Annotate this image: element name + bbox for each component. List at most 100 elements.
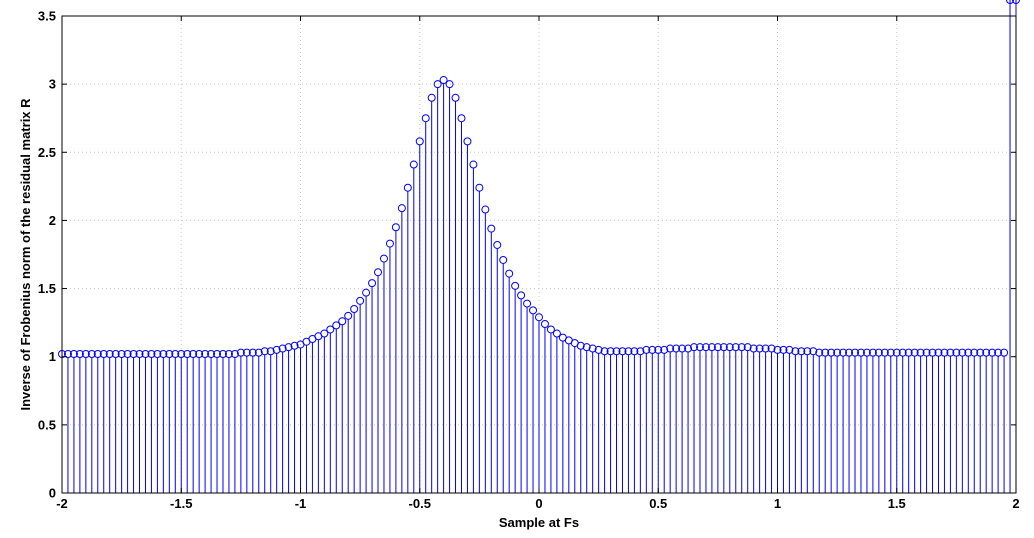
stem-marker <box>970 348 979 357</box>
y-tick-label: 3 <box>49 77 56 92</box>
stem-marker <box>439 76 448 85</box>
stem-marker <box>904 348 913 357</box>
stem-marker <box>839 348 848 357</box>
stem-marker <box>368 279 377 288</box>
stem-marker <box>666 344 675 353</box>
stem-marker <box>469 160 478 169</box>
stem-marker <box>940 348 949 357</box>
stem-marker <box>636 347 645 356</box>
stem-marker <box>183 349 192 358</box>
stem-marker <box>248 348 257 357</box>
stem-marker <box>594 345 603 354</box>
stem-marker <box>81 349 90 358</box>
stem-marker <box>451 93 460 102</box>
stem-marker <box>165 349 174 358</box>
stem-marker <box>660 345 669 354</box>
stem-marker <box>845 348 854 357</box>
stem-marker <box>99 349 108 358</box>
stem-marker <box>815 348 824 357</box>
stem-marker <box>195 349 204 358</box>
stem-marker <box>743 343 752 352</box>
stem-marker <box>177 349 186 358</box>
stem-marker <box>445 80 454 89</box>
stem-marker <box>266 347 275 356</box>
stem-marker <box>1012 0 1020 4</box>
stem-marker <box>290 341 299 350</box>
stem-marker <box>880 348 889 357</box>
y-tick-label: 1 <box>49 349 56 364</box>
x-tick-label: -2 <box>56 496 68 511</box>
stem-marker <box>403 183 412 192</box>
stem-marker <box>928 348 937 357</box>
stem-marker <box>344 311 353 320</box>
stem-marker <box>421 114 430 123</box>
stem-marker <box>988 348 997 357</box>
stem-marker <box>117 349 126 358</box>
stem-marker <box>851 348 860 357</box>
stem-marker <box>833 348 842 357</box>
stem-marker <box>463 137 472 146</box>
stem-marker <box>320 329 329 338</box>
stem-marker <box>385 239 394 248</box>
stem-marker <box>624 347 633 356</box>
stem-marker <box>672 344 681 353</box>
y-tick-label: 1.5 <box>38 281 56 296</box>
stem-marker <box>773 345 782 354</box>
stem-marker <box>910 348 919 357</box>
stem-marker <box>236 348 245 357</box>
stem-marker <box>797 347 806 356</box>
stem-marker <box>856 348 865 357</box>
stem-marker <box>952 348 961 357</box>
stem-marker <box>725 343 734 352</box>
stem-marker <box>678 344 687 353</box>
stem-marker <box>207 349 216 358</box>
stem-marker <box>749 344 758 353</box>
stem-marker <box>427 93 436 102</box>
stem-marker <box>892 348 901 357</box>
stem-marker <box>201 349 210 358</box>
stem-marker <box>946 348 955 357</box>
stem-marker <box>791 347 800 356</box>
stem-marker <box>505 269 514 278</box>
stem-marker <box>278 344 287 353</box>
axis-ticks: -2 -1.5 -1 -0.5 0 0.5 1 1.5 2 0 0.5 1 1.5 2 2.5 3 3.5 <box>38 9 1020 512</box>
stem-marker <box>994 348 1003 357</box>
stem-marker <box>642 345 651 354</box>
stem-marker <box>218 349 227 358</box>
stem-marker <box>707 343 716 352</box>
stem-marker <box>684 344 693 353</box>
stem-marker <box>433 80 442 89</box>
stem-marker <box>487 224 496 233</box>
stem-marker <box>600 347 609 356</box>
x-tick-label: 1.5 <box>888 496 906 511</box>
stem-marker <box>779 345 788 354</box>
stem-marker <box>189 349 198 358</box>
stem-marker <box>719 343 728 352</box>
x-tick-label: -1.5 <box>170 496 192 511</box>
stem-marker <box>147 349 156 358</box>
stem-marker <box>630 347 639 356</box>
stem-marker <box>898 348 907 357</box>
stem-marker <box>350 305 359 314</box>
stem-marker <box>767 344 776 353</box>
stem-marker <box>958 348 967 357</box>
stem-marker <box>391 223 400 232</box>
y-tick-label: 2 <box>49 213 56 228</box>
stem-marker <box>868 348 877 357</box>
stem-marker <box>916 348 925 357</box>
stem-marker <box>964 348 973 357</box>
stem-marker <box>976 348 985 357</box>
stem-marker <box>475 183 484 192</box>
stem-marker <box>576 341 585 350</box>
stem-marker <box>75 349 84 358</box>
stem-marker <box>690 343 699 352</box>
stem-marker <box>886 348 895 357</box>
stem-marker <box>93 349 102 358</box>
stem-marker <box>874 348 883 357</box>
stem-marker <box>457 114 466 123</box>
stem-marker <box>809 347 818 356</box>
stem-marker <box>1006 0 1015 4</box>
stem-marker <box>731 343 740 352</box>
stem-marker <box>224 349 233 358</box>
